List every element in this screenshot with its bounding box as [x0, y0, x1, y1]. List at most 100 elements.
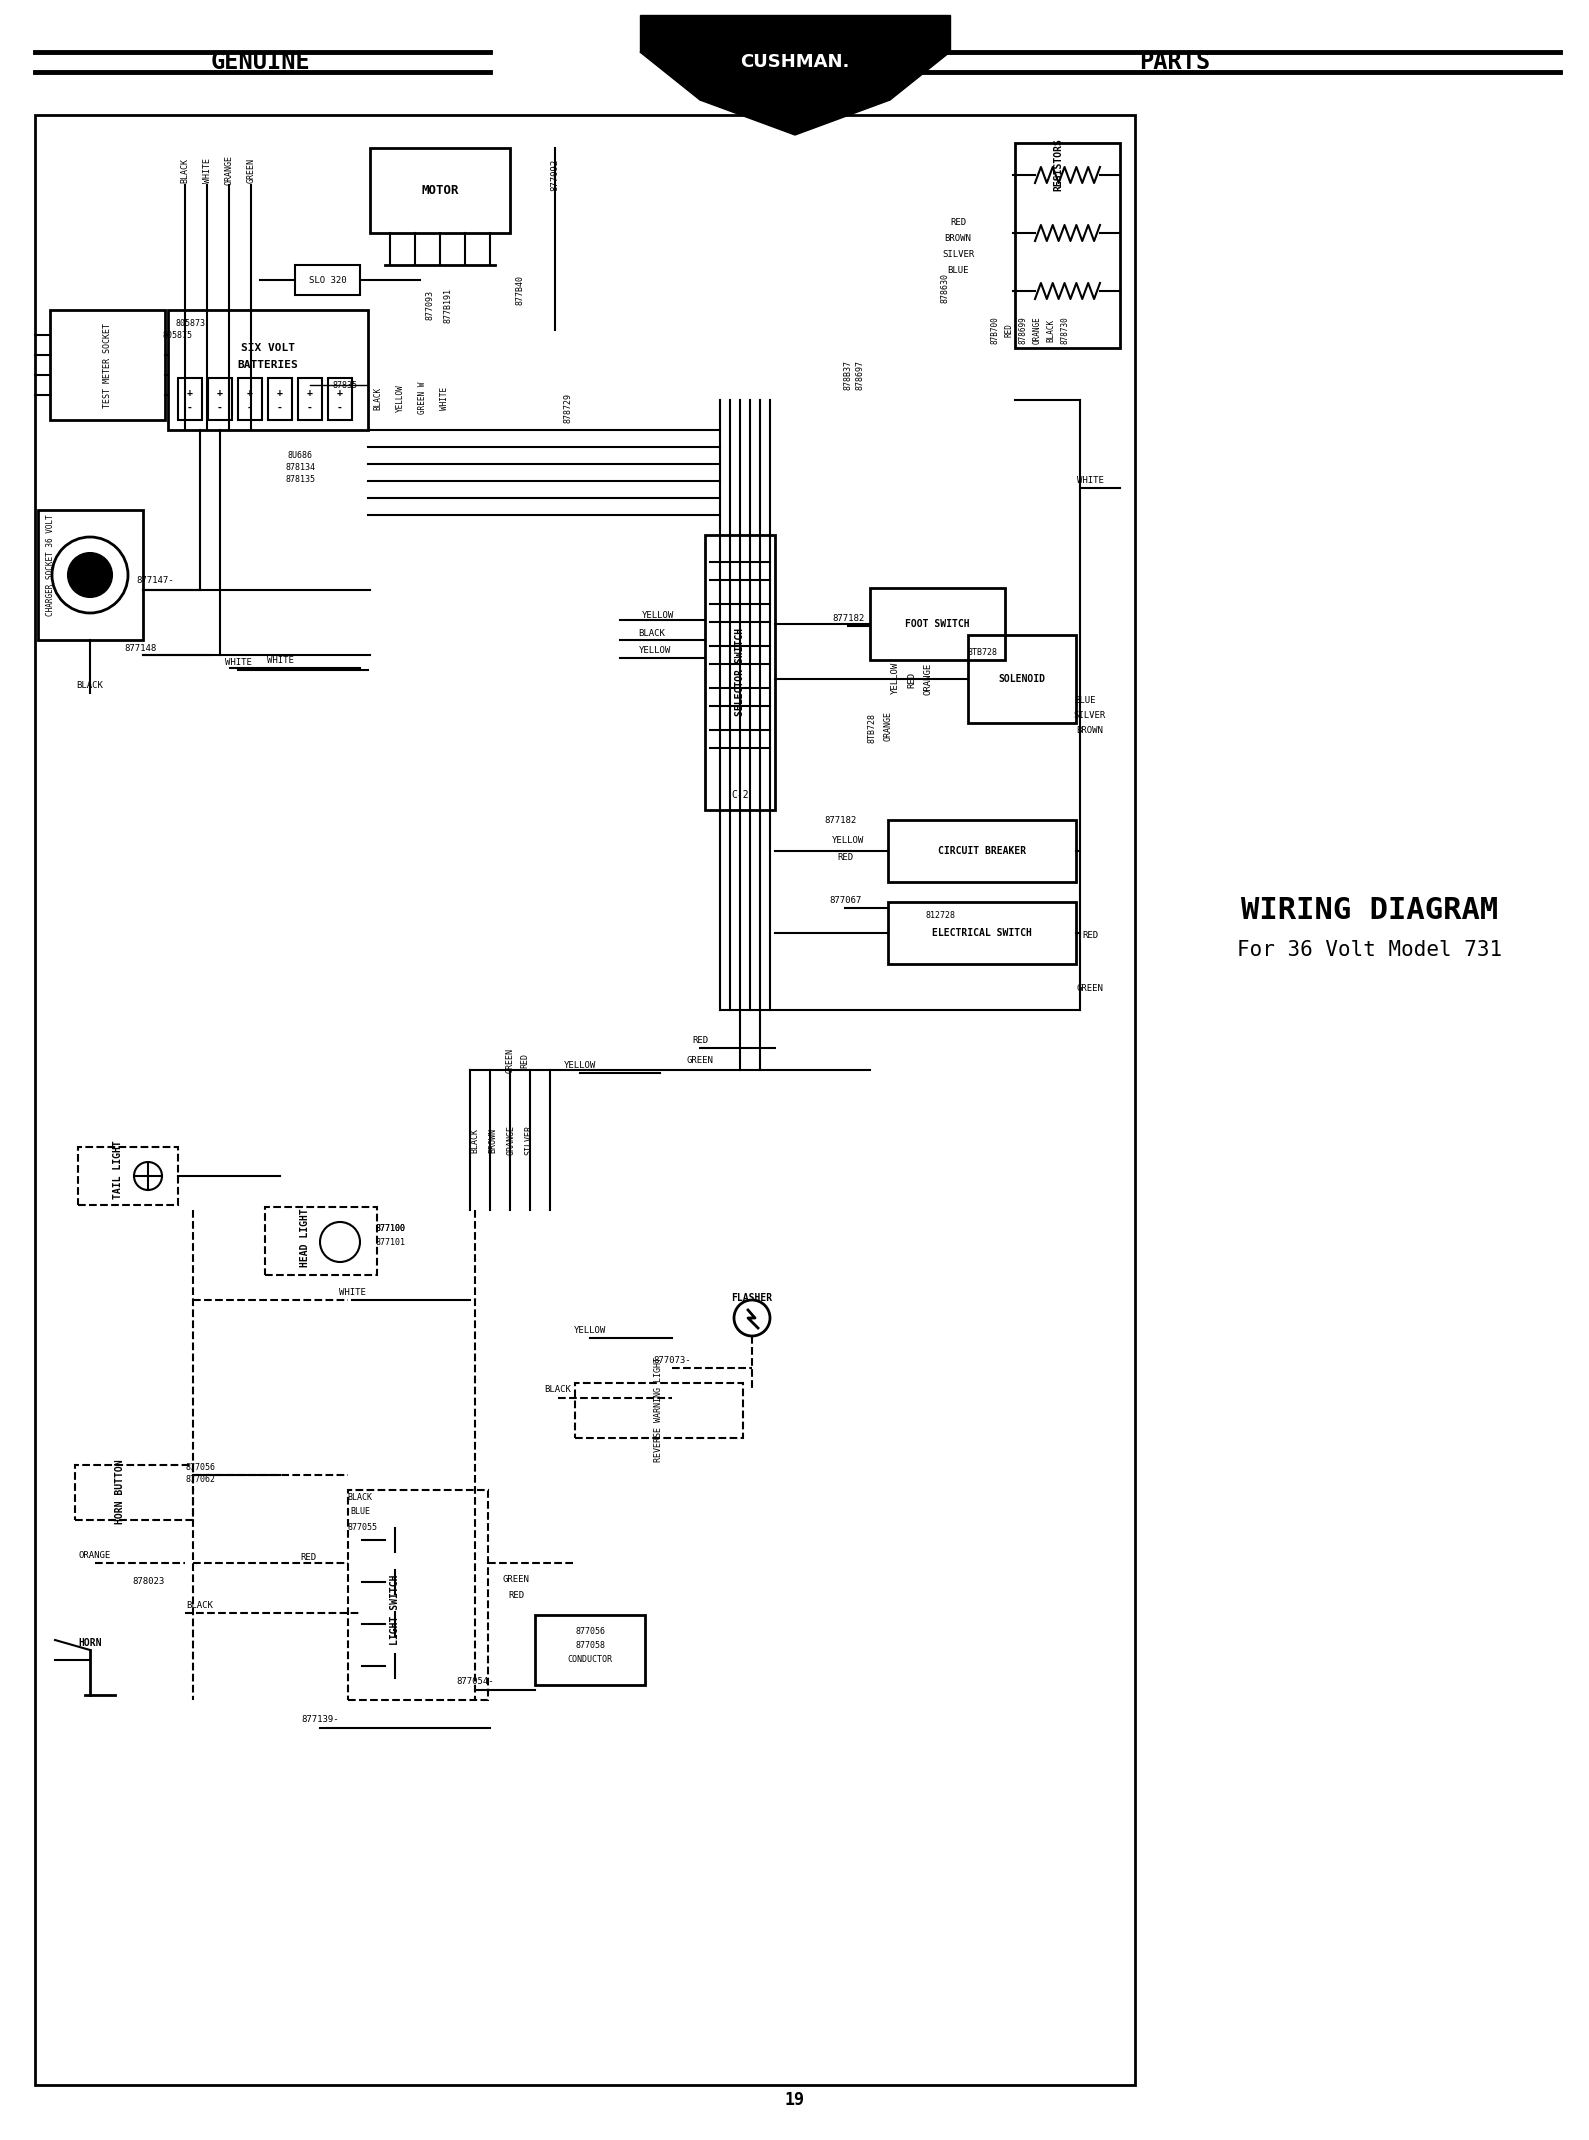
Text: MOTOR: MOTOR — [421, 184, 459, 197]
Text: HORN BUTTON: HORN BUTTON — [114, 1459, 126, 1524]
Text: RED: RED — [950, 218, 966, 227]
Text: -: - — [246, 402, 253, 413]
Text: RED: RED — [1082, 931, 1098, 939]
Text: HORN: HORN — [78, 1637, 102, 1648]
Bar — [269, 379, 292, 419]
Text: For 36 Volt Model 731: For 36 Volt Model 731 — [1238, 939, 1503, 961]
Bar — [168, 310, 369, 430]
Text: +: + — [276, 387, 283, 398]
Text: BROWN: BROWN — [944, 233, 971, 242]
Text: 877093: 877093 — [426, 291, 434, 321]
Text: ORANGE: ORANGE — [79, 1552, 111, 1560]
Text: YELLOW: YELLOW — [574, 1325, 605, 1335]
Text: YELLOW: YELLOW — [564, 1061, 596, 1070]
Text: SILVER: SILVER — [1074, 710, 1106, 719]
Bar — [888, 901, 1076, 963]
Text: BLACK: BLACK — [373, 387, 383, 409]
Text: YELLOW: YELLOW — [642, 610, 674, 618]
Text: 8TB728: 8TB728 — [968, 648, 996, 657]
Text: +: + — [307, 387, 313, 398]
Text: SILVER: SILVER — [524, 1126, 534, 1156]
Text: PARTS: PARTS — [1139, 49, 1211, 75]
Text: GREEN: GREEN — [505, 1046, 515, 1072]
Text: YELLOW: YELLOW — [396, 383, 405, 411]
Text: RED: RED — [907, 672, 917, 689]
Text: ORANGE: ORANGE — [1033, 317, 1041, 345]
Text: 877054-: 877054- — [456, 1678, 494, 1686]
Text: 812728: 812728 — [925, 910, 955, 920]
Text: RED: RED — [521, 1053, 529, 1068]
Text: ORANGE: ORANGE — [923, 663, 933, 696]
Text: FLASHER: FLASHER — [731, 1293, 772, 1303]
Text: CIRCUIT BREAKER: CIRCUIT BREAKER — [938, 845, 1026, 856]
Text: 87B700: 87B700 — [990, 317, 999, 345]
Text: BLACK: BLACK — [470, 1128, 480, 1153]
Text: 877101: 877101 — [375, 1237, 405, 1245]
Text: 877073-: 877073- — [653, 1355, 691, 1365]
Bar — [299, 379, 323, 419]
Bar — [35, 116, 1135, 2084]
Text: WHITE: WHITE — [440, 387, 448, 409]
Bar — [888, 820, 1076, 882]
Bar — [706, 535, 775, 811]
Text: 878134: 878134 — [284, 462, 315, 471]
Text: 877B40: 877B40 — [515, 276, 524, 306]
Text: 877139-: 877139- — [302, 1716, 338, 1725]
Text: -: - — [307, 402, 313, 413]
Text: GREEN: GREEN — [686, 1055, 713, 1064]
Text: 878B37: 878B37 — [844, 360, 853, 389]
Text: GREEN: GREEN — [246, 158, 256, 182]
Polygon shape — [640, 15, 950, 51]
Text: SELECTOR SWITCH: SELECTOR SWITCH — [736, 627, 745, 717]
Text: +: + — [188, 387, 192, 398]
Polygon shape — [701, 101, 890, 135]
Text: 877148: 877148 — [124, 644, 156, 653]
Text: 877058: 877058 — [575, 1641, 605, 1650]
Text: BLACK: BLACK — [545, 1385, 572, 1395]
Bar — [178, 379, 202, 419]
Text: SLO 320: SLO 320 — [310, 276, 346, 285]
Text: GREEN: GREEN — [502, 1575, 529, 1584]
Bar — [265, 1207, 377, 1275]
Text: RESISTORS: RESISTORS — [1054, 139, 1063, 190]
Text: YELLOW: YELLOW — [639, 646, 671, 655]
Text: CONDUCTOR: CONDUCTOR — [567, 1656, 612, 1665]
Text: SILVER: SILVER — [942, 250, 974, 259]
Text: RED: RED — [508, 1590, 524, 1599]
Text: 877056: 877056 — [575, 1629, 605, 1637]
Text: BLACK: BLACK — [186, 1601, 213, 1609]
Text: WHITE: WHITE — [267, 655, 294, 666]
Text: 878135: 878135 — [284, 475, 315, 484]
Text: BLACK: BLACK — [1047, 319, 1055, 342]
Text: 877056: 877056 — [184, 1464, 215, 1472]
Text: BLUE: BLUE — [1074, 696, 1096, 704]
Text: ELECTRICAL SWITCH: ELECTRICAL SWITCH — [933, 929, 1031, 937]
Circle shape — [68, 552, 111, 597]
Text: 877092: 877092 — [550, 158, 559, 190]
Text: 805875: 805875 — [162, 330, 192, 340]
Text: WIRING DIAGRAM: WIRING DIAGRAM — [1241, 895, 1498, 924]
Text: BROWN: BROWN — [1077, 725, 1103, 734]
Text: BLACK: BLACK — [348, 1494, 372, 1502]
Bar — [535, 1616, 645, 1684]
Bar — [238, 379, 262, 419]
Text: CUSHMAN.: CUSHMAN. — [740, 54, 850, 71]
Text: 19: 19 — [783, 2091, 804, 2110]
Text: GREEN W: GREEN W — [418, 381, 426, 415]
Text: RED: RED — [300, 1554, 316, 1562]
Bar — [575, 1382, 744, 1438]
Text: 877055: 877055 — [346, 1524, 377, 1532]
Text: YELLOW: YELLOW — [890, 661, 899, 693]
Text: 8U686: 8U686 — [288, 452, 313, 460]
Text: 878023: 878023 — [132, 1577, 164, 1586]
Text: +: + — [246, 387, 253, 398]
Text: 878699: 878699 — [1019, 317, 1028, 345]
Text: HEAD LIGHT: HEAD LIGHT — [300, 1209, 310, 1267]
Text: ORANGE: ORANGE — [883, 710, 893, 740]
Text: 877147-: 877147- — [137, 576, 173, 584]
Text: 877B191: 877B191 — [443, 287, 453, 323]
Text: TEST METER SOCKET: TEST METER SOCKET — [103, 323, 111, 407]
Text: ORANGE: ORANGE — [224, 154, 234, 184]
Text: BLUE: BLUE — [350, 1507, 370, 1517]
Text: C-2: C-2 — [731, 790, 748, 800]
